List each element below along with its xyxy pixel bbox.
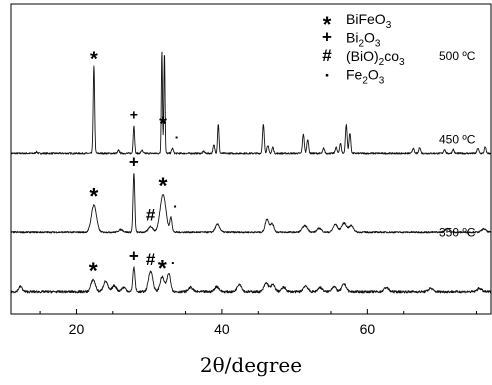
phase-marker: # — [146, 250, 156, 269]
xrd-trace — [10, 51, 492, 155]
temperature-label: 500 ºC — [439, 49, 476, 63]
phase-marker: * — [158, 255, 167, 281]
legend-label: BiFeO3 — [346, 11, 392, 31]
phase-marker: + — [129, 246, 139, 265]
phase-marker: + — [129, 153, 139, 172]
plot-frame — [10, 3, 492, 315]
temperature-label: 450 ºC — [439, 133, 476, 147]
legend-label: (BiO)2co3 — [346, 48, 405, 68]
x-tick-label: 40 — [214, 321, 230, 337]
legend-symbol: # — [322, 46, 332, 65]
phase-marker: * — [159, 172, 168, 198]
xrd-trace — [10, 266, 492, 294]
temperature-labels: 500 ºC 450 ºC 350 ºC — [439, 49, 476, 240]
phase-marker: * — [89, 183, 98, 209]
phase-marker: # — [146, 205, 156, 224]
temperature-label: 350 ºC — [439, 226, 476, 240]
phase-marker: ▪ — [174, 202, 177, 211]
legend-label: Fe2O3 — [346, 67, 385, 87]
phase-marker: ▪ — [171, 258, 174, 267]
phase-marker: + — [130, 107, 138, 123]
diffraction-traces — [10, 51, 492, 294]
x-tick-label: 60 — [360, 321, 376, 337]
phase-marker: * — [90, 48, 98, 70]
legend-symbol: + — [322, 28, 332, 47]
x-axis: 20 40 60 — [39, 309, 477, 337]
legend: * BiFeO3 + Bi2O3 # (BiO)2co3 ▪ Fe2O3 — [322, 11, 405, 87]
legend-symbol: ▪ — [325, 71, 329, 82]
legend-symbol: * — [323, 12, 332, 37]
phase-marker: ▪ — [175, 133, 178, 142]
x-tick-label: 20 — [69, 321, 85, 337]
legend-label: Bi2O3 — [346, 30, 381, 50]
phase-marker: * — [159, 113, 167, 135]
xrd-trace — [10, 173, 492, 234]
phase-marker: * — [89, 258, 98, 284]
x-axis-title: 2θ/degree — [200, 353, 302, 377]
phase-markers: *+ *▪*+#*▪*+ # * ▪ — [89, 48, 178, 283]
